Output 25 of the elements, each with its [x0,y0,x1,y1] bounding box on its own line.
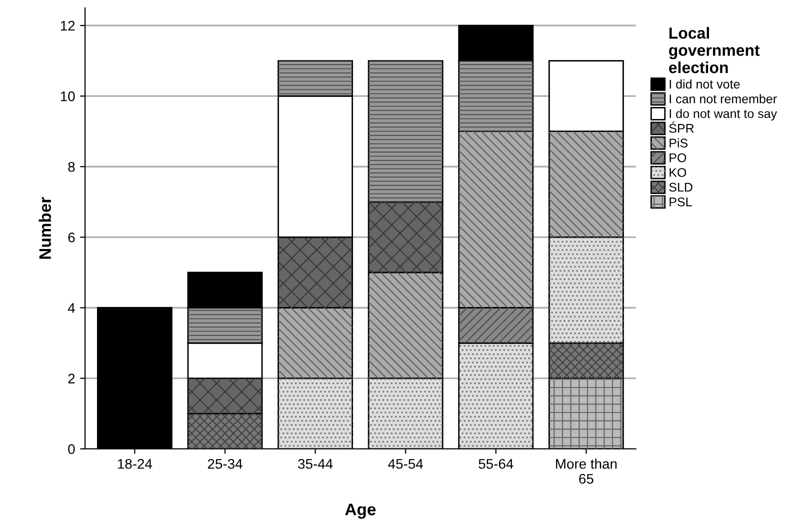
legend-label: PO [670,153,686,162]
legend-label: PiS [670,138,688,148]
x-tick-label: 18-24 [118,458,152,469]
y-tick-label: 6 [68,232,75,242]
x-tick-label: 35-44 [298,458,333,469]
y-tick-label: 10 [60,91,75,102]
legend-label: I can not remember [670,94,777,104]
x-tick-label: 45-54 [388,459,423,469]
x-tick-label: More than 65 [556,458,617,484]
legend-label: PSL [670,198,692,206]
x-tick-label: 25-34 [208,458,242,469]
y-tick-label: 8 [68,162,75,172]
legend-label: SLD [669,182,692,192]
legend-label: I did not vote [670,79,740,89]
legend-label: KO [670,168,686,177]
y-tick-label: 0 [68,444,75,454]
x-tick-label: 55-64 [478,458,514,469]
y-tick-label: 12 [60,20,75,31]
x-axis-title: Age [345,504,376,519]
legend-label: ŚPR [669,121,694,133]
y-axis-title: Number [38,197,52,259]
y-tick-label: 2 [68,374,75,384]
legend-title: Local government election [669,27,760,74]
legend-label: I do not want to say [670,108,778,121]
y-tick-label: 4 [68,303,75,313]
